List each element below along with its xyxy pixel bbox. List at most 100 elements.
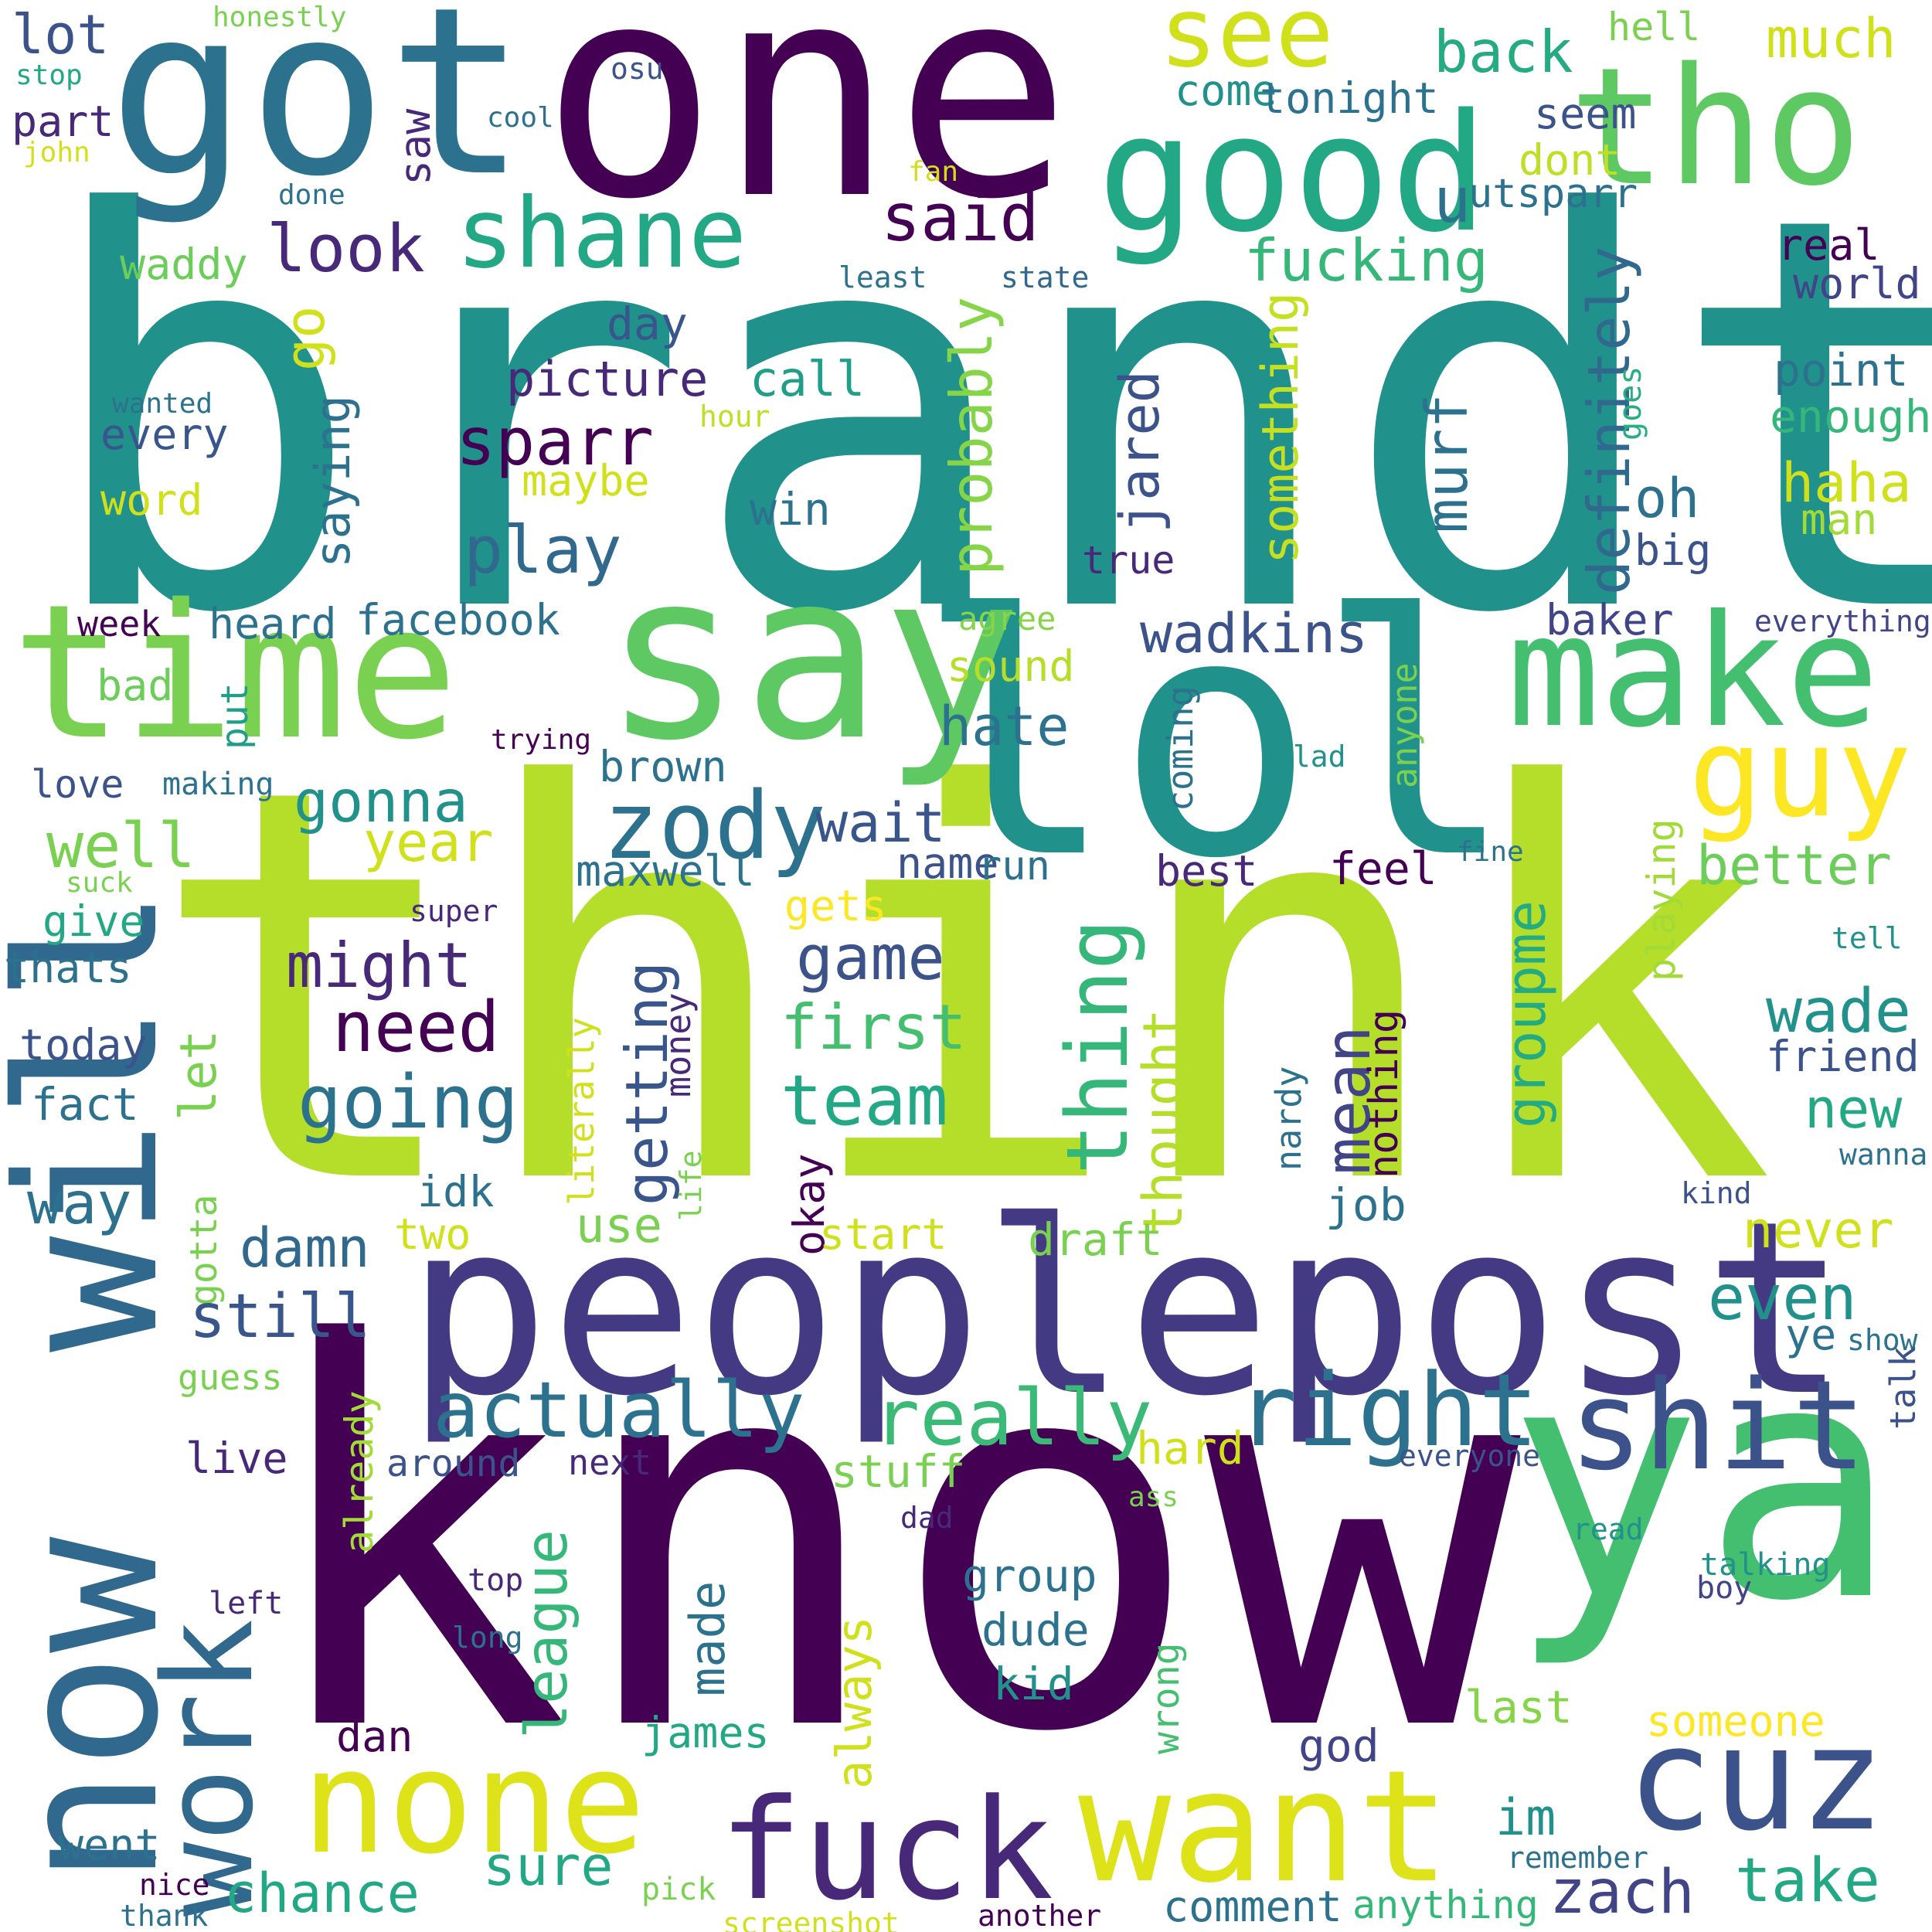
word-kind: kind (1681, 1176, 1752, 1210)
word-already: already (337, 1390, 382, 1553)
word-draft: draft (1028, 1213, 1163, 1266)
word-murf: murf (1413, 393, 1481, 533)
word-team: team (781, 1060, 948, 1141)
word-nardy: nardy (1268, 1066, 1309, 1171)
word-hour: hour (699, 400, 770, 434)
word-real: real (1777, 220, 1880, 270)
word-guy: guy (1689, 700, 1912, 845)
word-take: take (1735, 1846, 1880, 1916)
word-name: name (896, 838, 999, 888)
word-chance: chance (224, 1862, 420, 1925)
word-point: point (1774, 344, 1909, 396)
word-really: really (873, 1372, 1153, 1463)
word-run: run (978, 843, 1050, 889)
word-maxwell: maxwell (576, 846, 755, 896)
word-cool: cool (487, 102, 554, 134)
word-feel: feel (1329, 842, 1437, 895)
word-last: last (1464, 1681, 1573, 1733)
word-put: put (213, 682, 257, 750)
word-sure: sure (483, 1835, 614, 1898)
word-everyone: everyone (1399, 1439, 1541, 1473)
word-super: super (410, 894, 498, 928)
word-go: go (274, 305, 337, 371)
word-went: went (58, 1820, 161, 1869)
word-wadkins: wadkins (1140, 602, 1369, 665)
word-money: money (658, 992, 699, 1097)
word-thats: thats (4, 943, 132, 992)
word-game: game (796, 922, 945, 994)
word-much: much (1766, 7, 1896, 70)
word-peoplepost: peoplepost (406, 1170, 1849, 1449)
word-call: call (750, 351, 866, 407)
word-well: well (46, 810, 196, 882)
word-next: next (568, 1442, 652, 1483)
word-zody: zody (603, 773, 826, 880)
word-ye: ye (1785, 1310, 1837, 1359)
word-playing: playing (1639, 818, 1684, 981)
word-best: best (1155, 846, 1258, 896)
word-show: show (1847, 1323, 1918, 1357)
word-wrong: wrong (1145, 1642, 1188, 1755)
word-kid: kid (993, 1658, 1074, 1710)
word-use: use (576, 1197, 662, 1253)
word-coming: coming (1160, 685, 1201, 811)
word-probably: probably (937, 296, 1005, 576)
word-honestly: honestly (213, 2, 347, 33)
word-stuff: stuff (831, 1445, 966, 1498)
word-every: every (100, 410, 229, 459)
word-thing: thing (1048, 918, 1147, 1175)
word-give: give (43, 896, 145, 946)
word-true: true (1082, 538, 1175, 583)
word-someone: someone (1646, 1696, 1825, 1746)
word-idk: idk (417, 1167, 495, 1216)
word-life: life (674, 1150, 708, 1221)
word-friend: friend (1766, 1032, 1920, 1081)
word-nothing: nothing (1361, 1009, 1407, 1179)
word-around: around (386, 1442, 521, 1485)
word-win: win (750, 483, 831, 536)
word-jared: jared (1108, 370, 1172, 533)
word-day: day (607, 298, 688, 350)
word-zach: zach (1549, 1858, 1695, 1927)
word-shit: shit (1569, 1353, 1867, 1498)
word-hell: hell (1607, 5, 1701, 49)
word-want: want (1078, 1737, 1451, 1917)
word-fine: fine (1457, 836, 1524, 868)
word-need: need (332, 987, 500, 1068)
word-one: one (541, 0, 1072, 264)
word-love: love (31, 762, 124, 807)
word-guess: guess (178, 1357, 283, 1398)
word-lot: lot (12, 3, 110, 66)
word-gets: gets (784, 881, 887, 930)
word-new: new (1804, 1077, 1903, 1141)
word-see: see (1159, 0, 1334, 89)
word-glad: glad (1275, 740, 1346, 774)
word-back: back (1434, 18, 1573, 86)
word-boy: boy (1696, 1570, 1753, 1606)
word-going: going (298, 1060, 519, 1145)
word-said: said (881, 180, 1039, 257)
word-good: good (1097, 79, 1488, 268)
word-time: time (12, 564, 458, 781)
word-dont: dont (1519, 135, 1621, 185)
word-stop: stop (15, 60, 83, 91)
word-wait: wait (815, 791, 946, 855)
word-man: man (1801, 495, 1878, 544)
word-live: live (185, 1434, 288, 1483)
word-god: god (1298, 1719, 1379, 1772)
word-fuck: fuck (719, 1770, 1054, 1931)
word-wade: wade (1766, 977, 1911, 1046)
word-fact: fact (31, 1078, 139, 1131)
word-make: make (1507, 582, 1879, 762)
word-always: always (826, 1616, 883, 1789)
word-haha: haha (1781, 451, 1912, 515)
word-tell: tell (1832, 921, 1903, 955)
word-know: know (255, 1236, 1521, 1847)
word-talk: talk (1883, 1345, 1923, 1430)
word-world: world (1793, 259, 1921, 308)
word-nice: nice (139, 1868, 210, 1902)
word-year: year (363, 811, 494, 874)
word-comment: comment (1163, 1882, 1342, 1931)
word-look: look (267, 211, 425, 287)
word-thought: thought (1131, 1008, 1195, 1236)
